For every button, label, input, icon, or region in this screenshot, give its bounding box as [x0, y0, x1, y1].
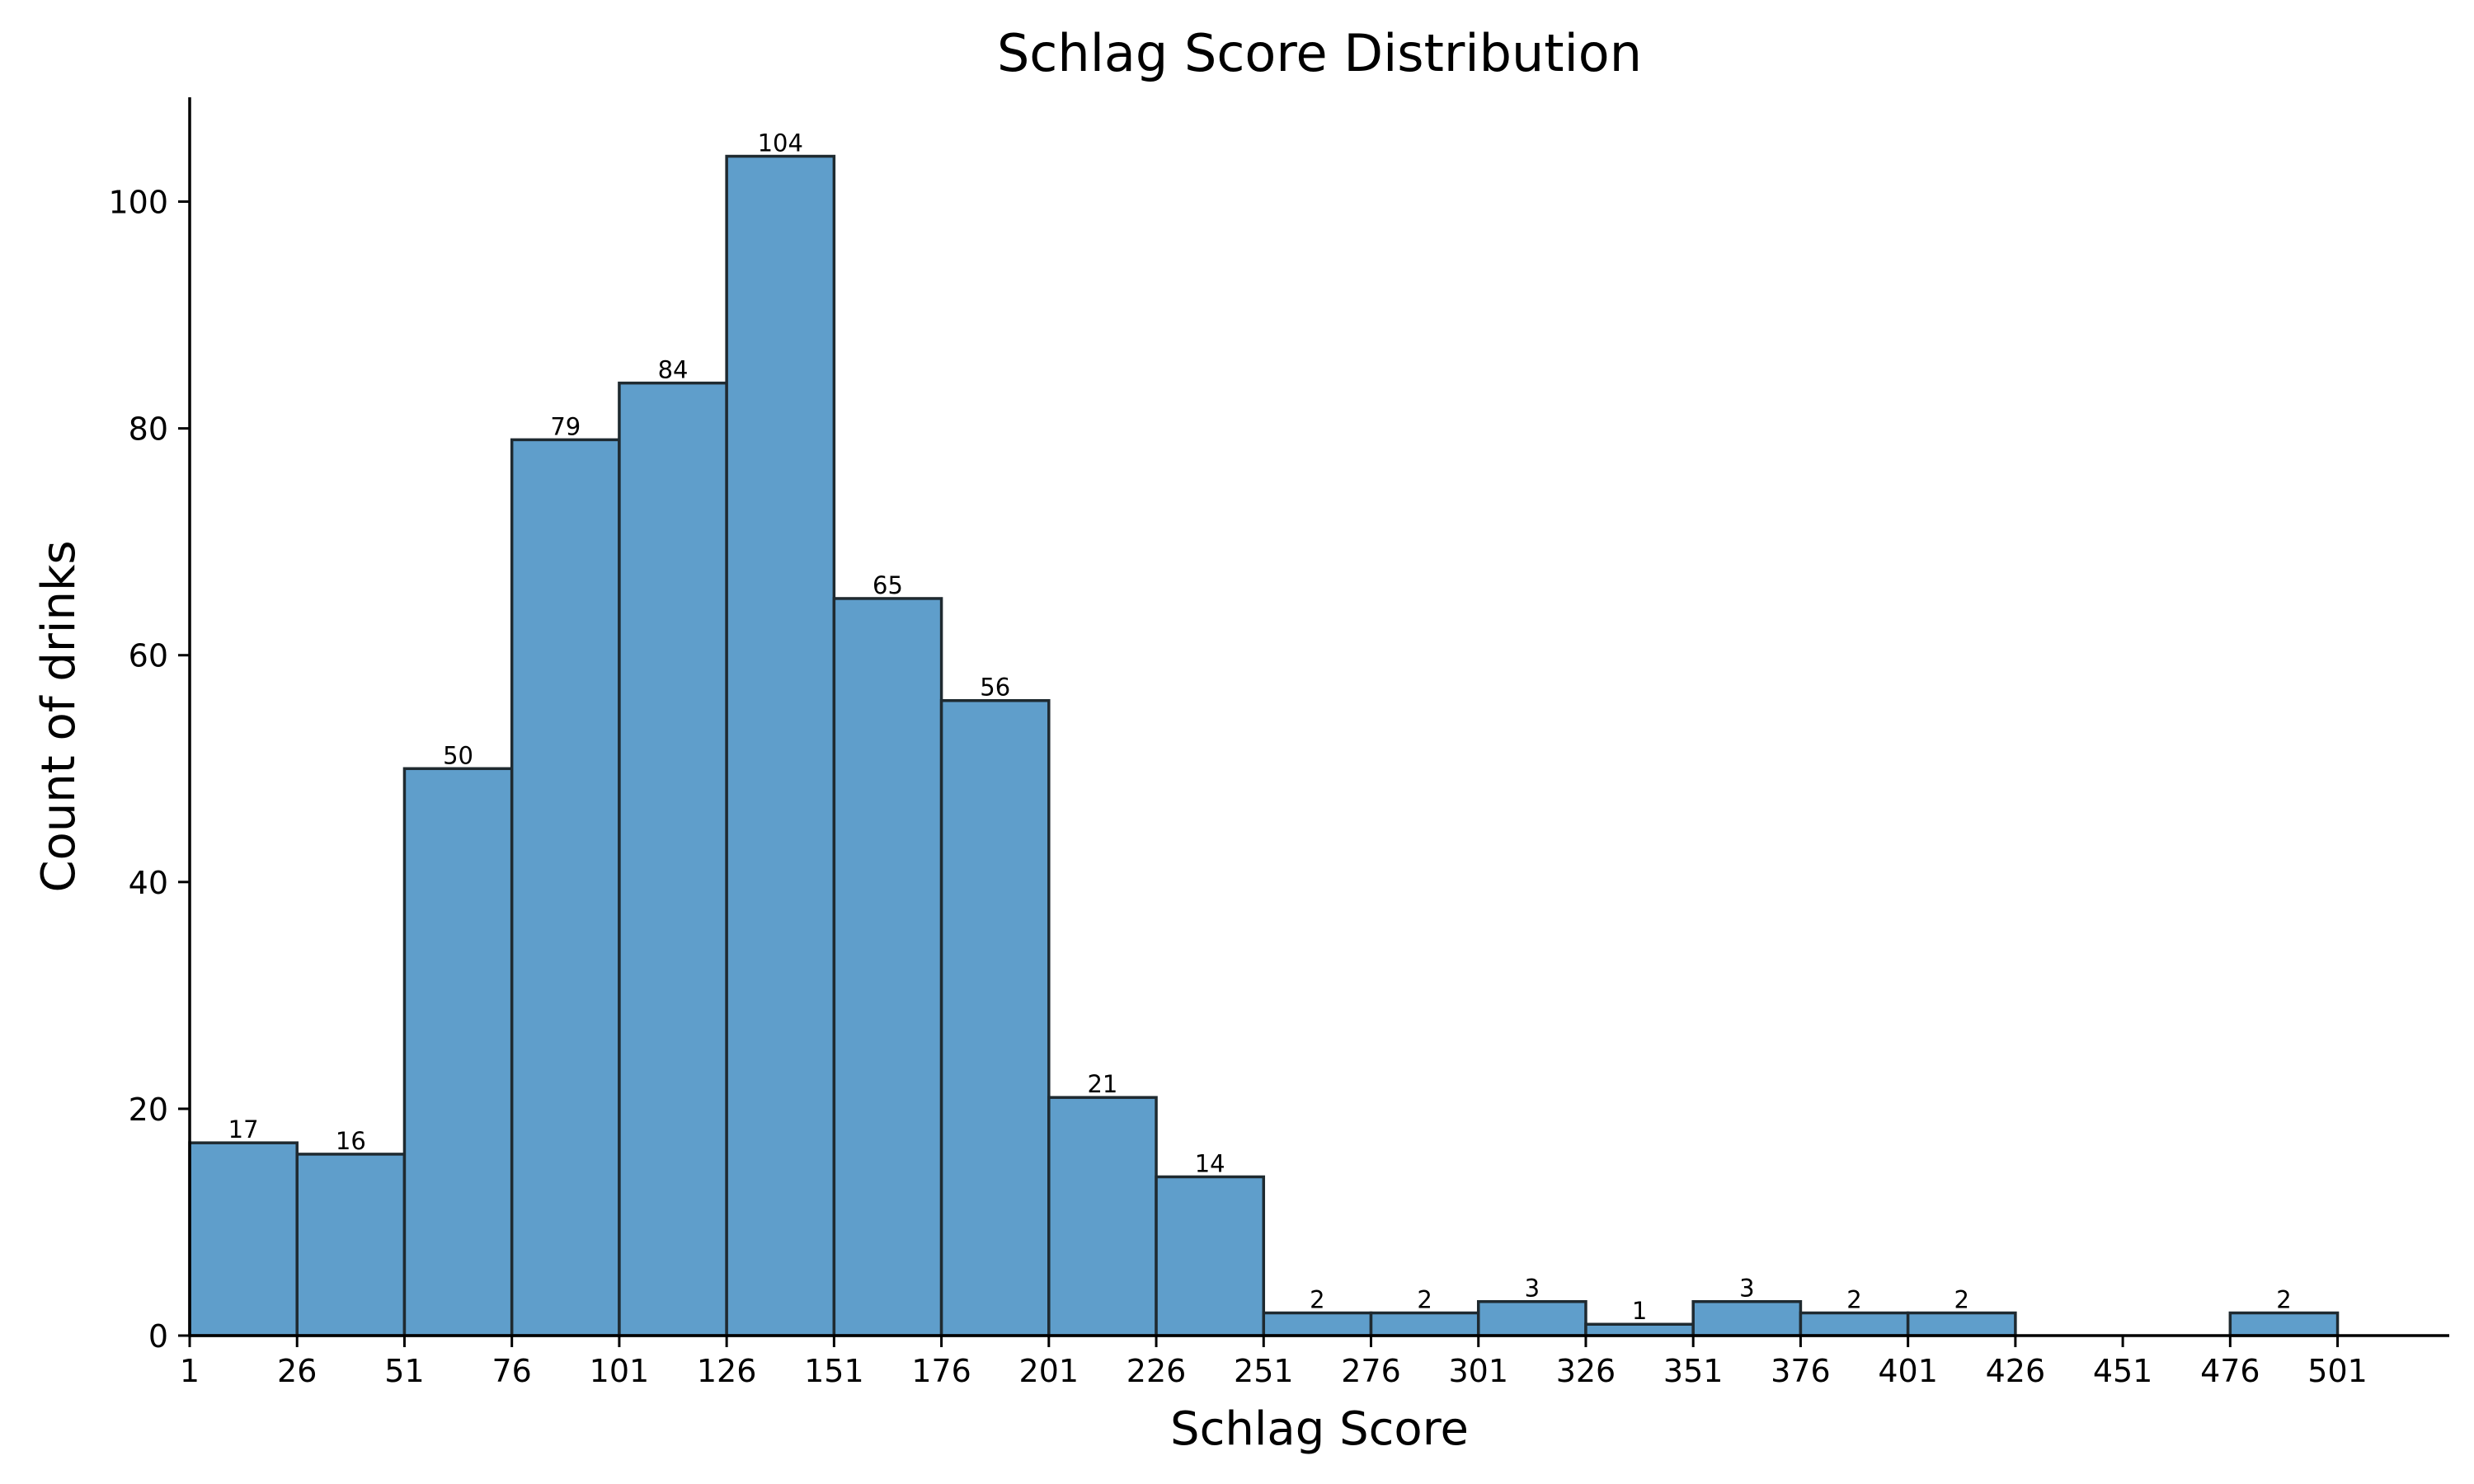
- x-tick-label: 226: [1126, 1353, 1187, 1389]
- histogram-bar: [1476, 1299, 1587, 1337]
- bar-value-label: 50: [443, 741, 473, 769]
- y-tick-label: 40: [129, 865, 168, 901]
- x-tick-label: 76: [492, 1353, 532, 1389]
- x-tick-label: 301: [1448, 1353, 1508, 1389]
- y-axis-label: Count of drinks: [32, 540, 86, 892]
- x-tick-label: 126: [697, 1353, 757, 1389]
- histogram-bar: [1584, 1322, 1695, 1337]
- histogram-bar: [1155, 1175, 1266, 1337]
- bar-value-label: 14: [1195, 1149, 1225, 1177]
- bar-value-label: 2: [1310, 1285, 1324, 1313]
- histogram-bar: [510, 438, 621, 1337]
- x-tick-label: 251: [1234, 1353, 1294, 1389]
- x-ticks-group: 1 26 51 76 101 126 151 176 201 226 251 276 301 326 351…: [180, 1336, 2368, 1389]
- x-tick-label: 176: [911, 1353, 971, 1389]
- x-tick-label: 276: [1341, 1353, 1401, 1389]
- bar-value-label: 79: [550, 412, 581, 440]
- bar-value-label: 21: [1087, 1070, 1117, 1098]
- bar-value-label: 65: [872, 571, 903, 599]
- bar-value-label: 17: [228, 1115, 259, 1144]
- bar-value-label: 1: [1632, 1297, 1647, 1325]
- x-tick-label: 26: [277, 1353, 317, 1389]
- y-tick-label: 20: [129, 1092, 168, 1128]
- x-tick-label: 376: [1771, 1353, 1831, 1389]
- bar-value-label: 56: [980, 674, 1010, 702]
- bar-value-label: 2: [1846, 1285, 1861, 1313]
- histogram-bar: [1369, 1311, 1480, 1337]
- histogram-bar: [725, 154, 836, 1337]
- histogram-bar: [402, 767, 514, 1337]
- y-tick-label: 80: [129, 411, 168, 448]
- x-tick-label: 326: [1556, 1353, 1616, 1389]
- x-tick-label: 1: [180, 1353, 200, 1389]
- x-tick-label: 501: [2307, 1353, 2368, 1389]
- chart-title: Schlag Score Distribution: [997, 23, 1642, 83]
- x-tick-label: 201: [1019, 1353, 1079, 1389]
- x-tick-label: 401: [1878, 1353, 1938, 1389]
- x-tick-label: 51: [384, 1353, 424, 1389]
- bar-value-label: 104: [758, 129, 803, 157]
- bars-group: [188, 154, 2340, 1337]
- bar-value-label: 2: [1954, 1285, 1969, 1313]
- x-tick-label: 451: [2093, 1353, 2153, 1389]
- x-tick-label: 426: [1986, 1353, 2046, 1389]
- x-tick-label: 476: [2200, 1353, 2260, 1389]
- bar-value-label: 3: [1525, 1275, 1540, 1303]
- x-tick-label: 151: [804, 1353, 864, 1389]
- histogram-bar: [188, 1141, 299, 1337]
- y-tick-label: 60: [129, 638, 168, 674]
- bar-labels-group: 17 16 50 79 84 104 65 56 21 14 2 2 3 1 3 2 2 2: [228, 129, 2292, 1326]
- y-tick-label: 0: [148, 1318, 168, 1355]
- histogram-bar: [1799, 1311, 1910, 1337]
- bar-value-label: 16: [336, 1127, 366, 1155]
- histogram-bar: [618, 381, 728, 1337]
- histogram-bar: [1691, 1299, 1803, 1337]
- histogram-bar: [1047, 1096, 1158, 1337]
- y-tick-label: 100: [108, 185, 168, 221]
- bar-value-label: 3: [1739, 1275, 1754, 1303]
- bar-value-label: 2: [1417, 1285, 1432, 1313]
- bar-value-label: 2: [2276, 1285, 2291, 1313]
- x-tick-label: 351: [1663, 1353, 1724, 1389]
- x-axis-label: Schlag Score: [1170, 1402, 1469, 1456]
- histogram-bar: [1262, 1311, 1373, 1337]
- y-ticks-group: 0 20 40 60 80 100: [108, 185, 190, 1355]
- bar-value-label: 84: [658, 356, 689, 384]
- histogram-bar: [2228, 1311, 2340, 1337]
- histogram-bar: [832, 597, 943, 1337]
- x-tick-label: 101: [590, 1353, 650, 1389]
- histogram-bar: [295, 1153, 407, 1337]
- histogram-bar: [939, 698, 1051, 1337]
- histogram-bar: [1906, 1311, 2017, 1337]
